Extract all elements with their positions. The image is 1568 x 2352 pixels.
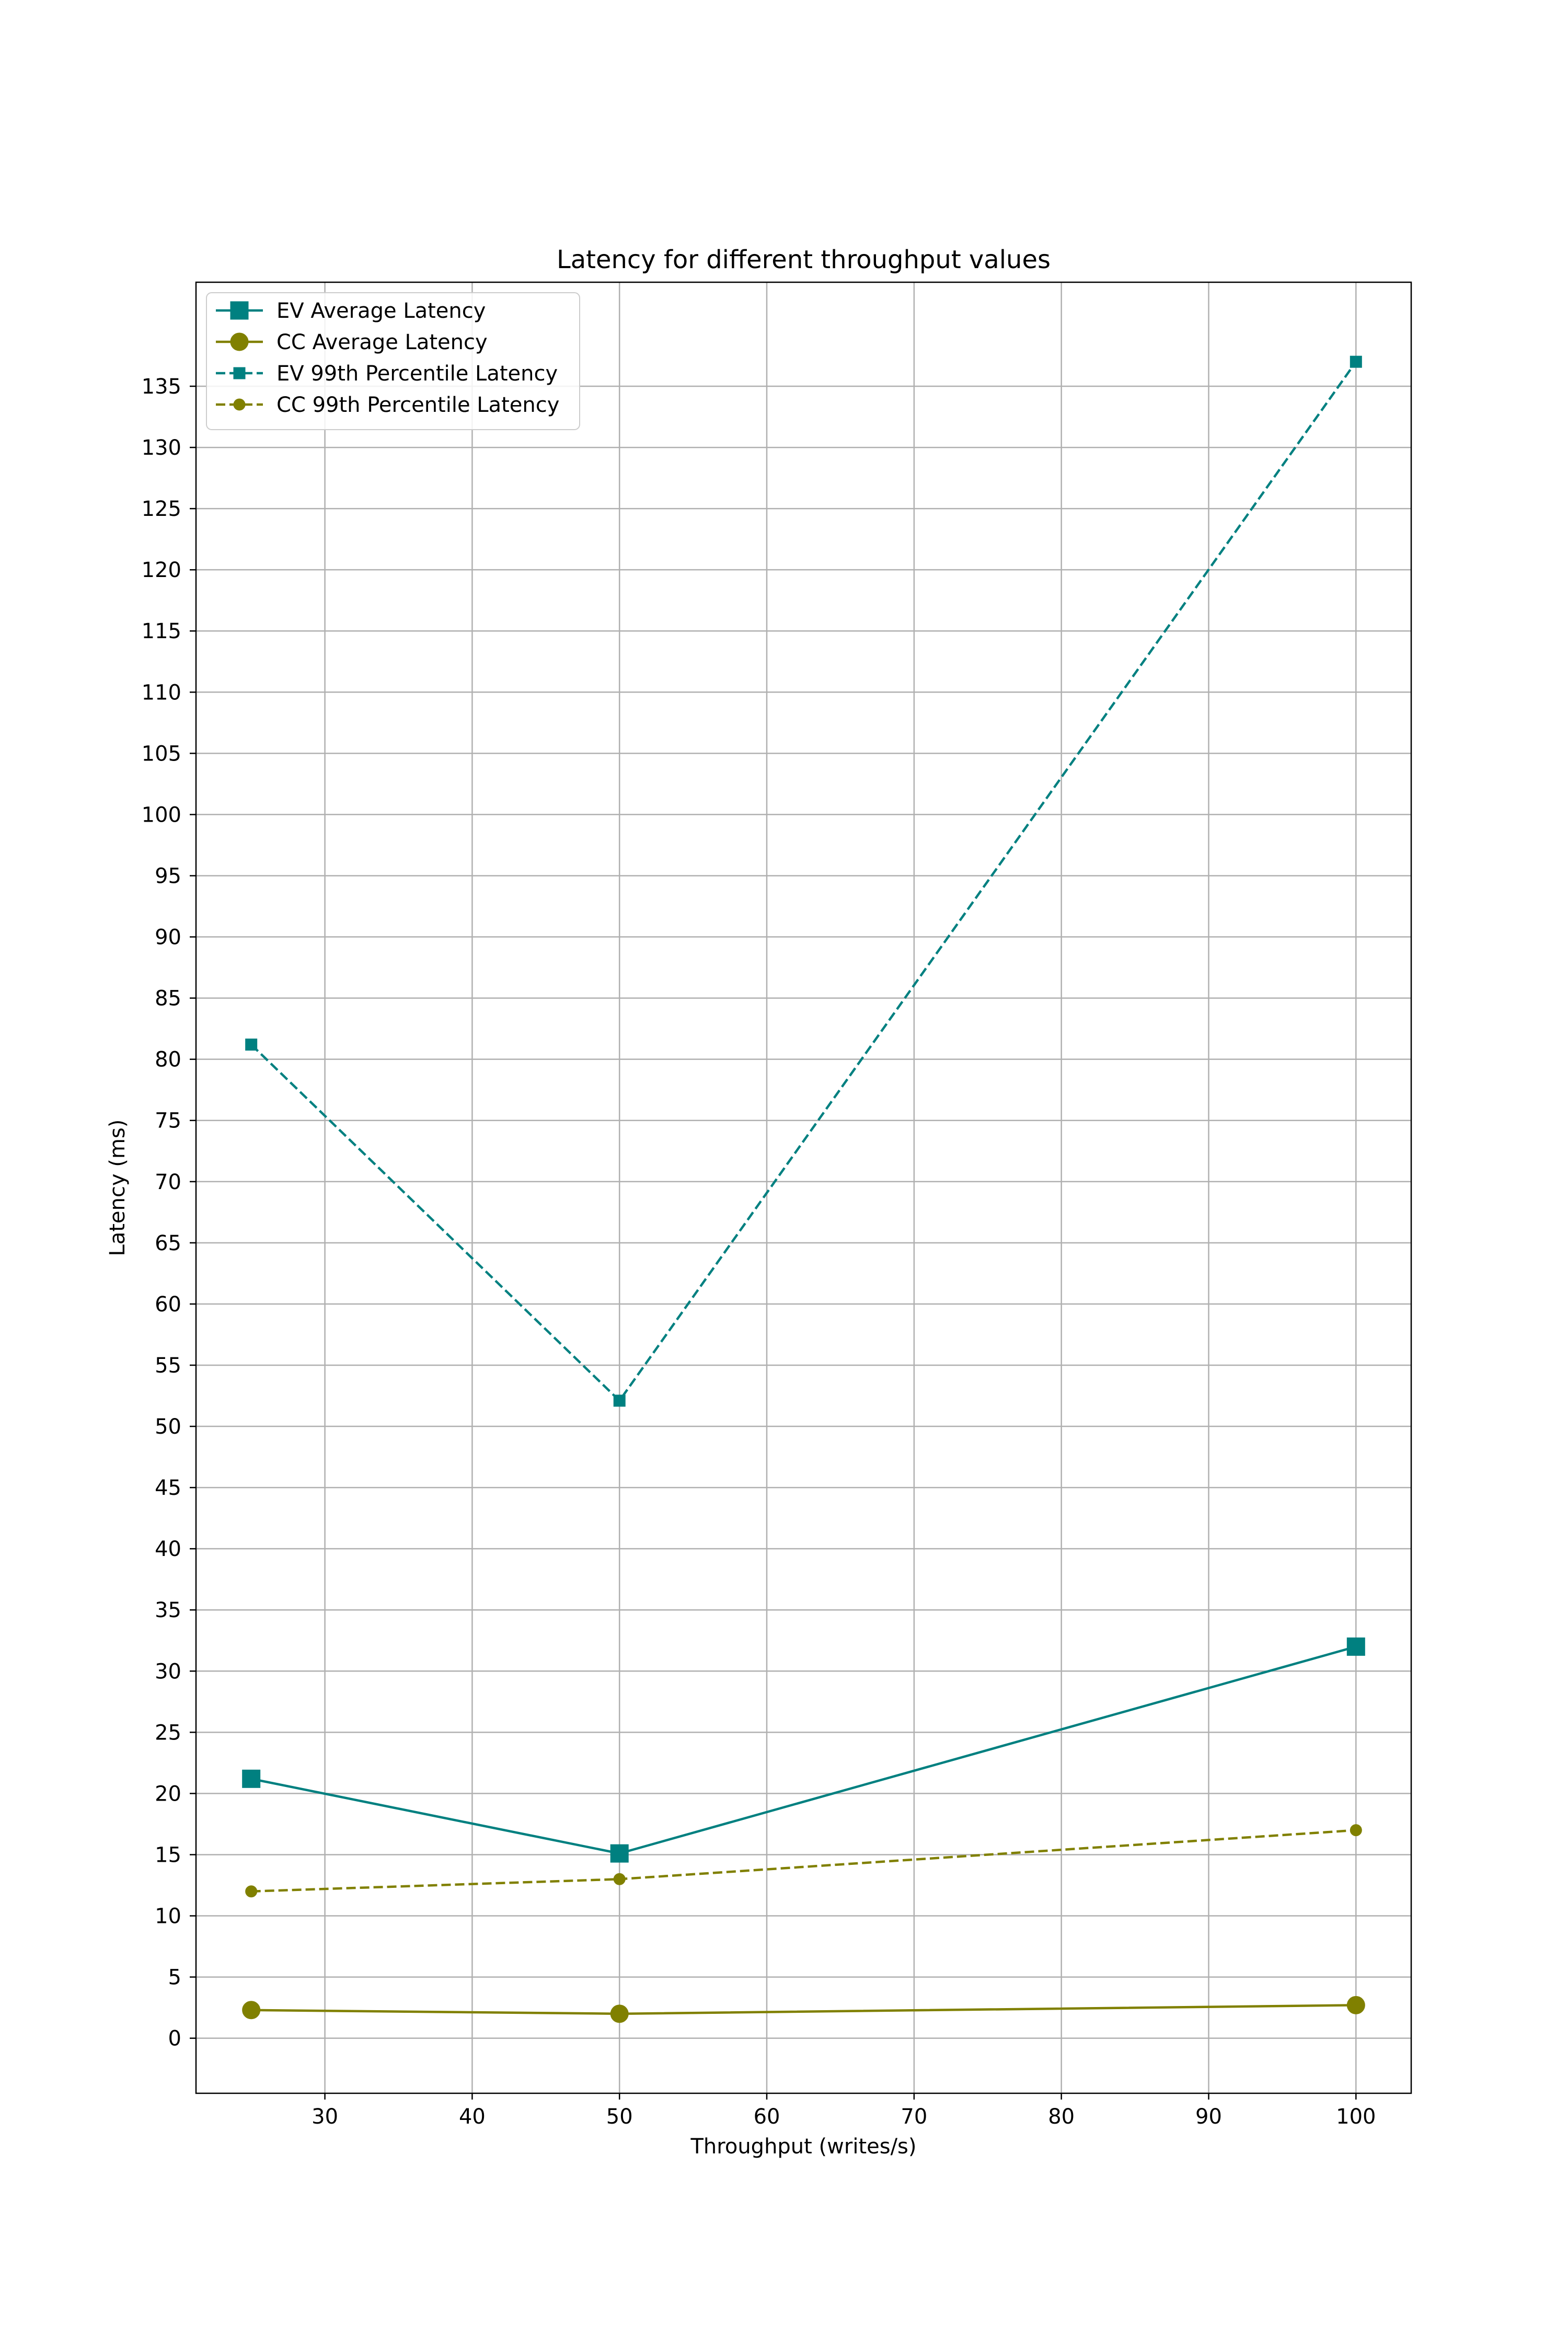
y-tick-label: 115	[142, 619, 181, 643]
x-tick-label: 50	[606, 2105, 633, 2129]
x-tick-label: 60	[754, 2105, 780, 2129]
y-tick-label: 45	[155, 1476, 181, 1500]
y-tick-label: 110	[142, 681, 181, 705]
legend-item: CC Average Latency	[216, 330, 488, 354]
x-tick-label: 90	[1195, 2105, 1222, 2129]
ev-99th-percentile-latency-marker	[613, 1394, 626, 1407]
legend-item: EV 99th Percentile Latency	[216, 362, 558, 386]
y-tick-label: 50	[155, 1415, 181, 1439]
ev-99th-percentile-latency-marker	[1350, 355, 1362, 368]
y-axis-label: Latency (ms)	[106, 1120, 130, 1256]
y-tick-label: 90	[155, 926, 181, 950]
y-tick-label: 80	[155, 1048, 181, 1072]
ev-99th-percentile-latency-line	[250, 361, 1357, 1402]
y-tick-label: 20	[155, 1782, 181, 1806]
y-tick-label: 95	[155, 864, 181, 888]
axis-ticks: 30 40 50 60 70 80 90 100 0 5 10 15 20 25 30 35 40 45 50 55 6…	[142, 375, 1376, 2129]
y-tick-label: 35	[155, 1598, 181, 1622]
y-tick-label: 60	[155, 1293, 181, 1317]
cc-average-latency-marker	[610, 2004, 629, 2023]
y-tick-label: 70	[155, 1170, 181, 1194]
legend: EV Average Latency CC Average Latency EV 9…	[206, 292, 580, 430]
y-tick-label: 15	[155, 1843, 181, 1867]
series-group	[242, 355, 1365, 2023]
y-tick-label: 0	[168, 2027, 181, 2051]
legend-cc-99th-percentile-latency-marker	[233, 398, 246, 411]
x-tick-label: 40	[459, 2105, 486, 2129]
x-tick-label: 80	[1048, 2105, 1075, 2129]
legend-box	[206, 292, 580, 430]
legend-label: CC Average Latency	[276, 330, 488, 354]
y-tick-label: 30	[155, 1659, 181, 1684]
cc-average-latency-marker	[1346, 1996, 1365, 2014]
x-tick-label: 70	[901, 2105, 927, 2129]
y-tick-label: 135	[142, 375, 181, 399]
ev-99th-percentile-latency-marker	[245, 1039, 258, 1051]
cc-average-latency-series	[242, 1996, 1365, 2023]
legend-item: EV Average Latency	[216, 299, 486, 323]
x-tick-label: 100	[1336, 2105, 1376, 2129]
legend-ev-average-latency-marker	[230, 301, 249, 320]
plot-area-frame	[195, 281, 1412, 2094]
ev-99th-percentile-latency-series	[245, 355, 1362, 1407]
y-tick-label: 10	[155, 1905, 181, 1929]
y-tick-label: 55	[155, 1354, 181, 1378]
cc-99th-percentile-latency-marker	[613, 1873, 626, 1885]
grid-lines	[196, 282, 1411, 2093]
ev-average-latency-marker	[1346, 1637, 1365, 1656]
y-tick-label: 65	[155, 1231, 181, 1255]
y-tick-label: 120	[142, 558, 181, 582]
x-axis-label: Throughput (writes/s)	[690, 2135, 917, 2159]
y-tick-label: 125	[142, 497, 181, 521]
cc-99th-percentile-latency-series	[245, 1824, 1362, 1898]
y-tick-label: 130	[142, 436, 181, 460]
y-tick-label: 25	[155, 1721, 181, 1745]
legend-label: EV 99th Percentile Latency	[276, 362, 558, 386]
chart-title: Latency for different throughput values	[557, 245, 1051, 274]
ev-average-latency-marker	[610, 1844, 629, 1863]
cc-99th-percentile-latency-marker	[245, 1885, 258, 1898]
ev-average-latency-series	[242, 1637, 1365, 1863]
legend-label: EV Average Latency	[276, 299, 486, 323]
y-tick-label: 75	[155, 1109, 181, 1133]
cc-99th-percentile-latency-marker	[1350, 1824, 1362, 1837]
y-tick-label: 40	[155, 1537, 181, 1561]
x-tick-label: 30	[312, 2105, 338, 2129]
ev-average-latency-marker	[242, 1769, 261, 1788]
y-tick-label: 85	[155, 987, 181, 1011]
legend-cc-average-latency-marker	[230, 332, 249, 351]
y-tick-label: 5	[168, 1966, 181, 1990]
legend-label: CC 99th Percentile Latency	[276, 393, 559, 417]
cc-average-latency-marker	[242, 2001, 261, 2020]
legend-ev-99th-percentile-latency-marker	[233, 367, 246, 379]
y-tick-label: 100	[142, 803, 181, 827]
y-tick-label: 105	[142, 742, 181, 766]
legend-item: CC 99th Percentile Latency	[216, 393, 559, 417]
